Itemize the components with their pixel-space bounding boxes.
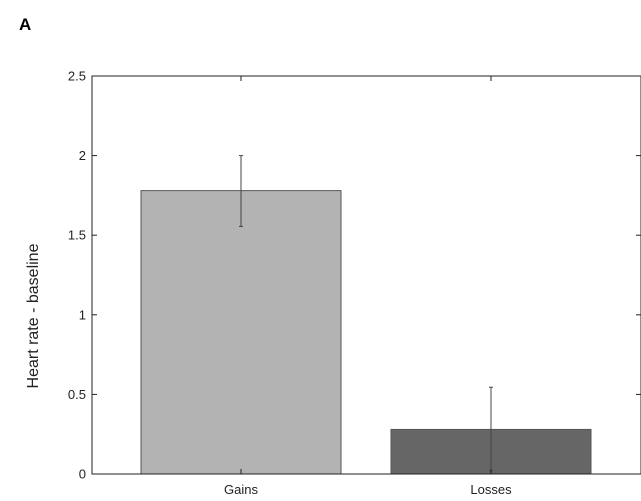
x-tick-label-losses: Losses — [470, 482, 512, 497]
bars-layer — [140, 190, 592, 475]
plot-frame — [91, 75, 641, 475]
y-tick-label-0: 0 — [79, 467, 86, 482]
y-axis-label: Heart rate - baseline — [25, 243, 42, 388]
x-tick-label-gains: Gains — [224, 482, 258, 497]
y-tick-label-1-5: 1.5 — [68, 228, 86, 243]
y-tick-label-0-5: 0.5 — [68, 387, 86, 402]
bar-gains — [140, 190, 342, 475]
y-ticks-layer: 0 0.5 1 1.5 2 2.5 — [68, 69, 641, 482]
y-tick-label-2: 2 — [79, 148, 86, 163]
y-tick-label-1: 1 — [79, 307, 86, 322]
y-tick-label-2-5: 2.5 — [68, 69, 86, 84]
x-ticks-layer: Gains Losses — [224, 76, 512, 497]
panel-label: A — [19, 15, 31, 34]
